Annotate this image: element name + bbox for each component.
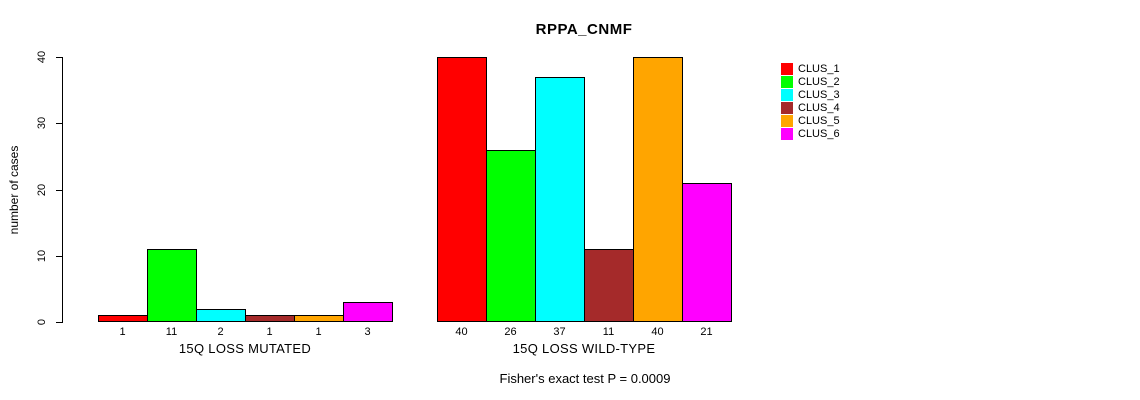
bar-value-label: 1 [315, 326, 322, 338]
bar-clus_6 [682, 183, 732, 322]
legend-swatch-icon [781, 76, 793, 88]
y-tick [56, 190, 62, 191]
bar-value-label: 40 [455, 326, 468, 338]
bar-clus_1 [437, 57, 487, 322]
bar-value-label: 3 [364, 326, 371, 338]
legend-swatch-icon [781, 102, 793, 114]
bar-clus_4 [245, 315, 295, 322]
bar-value-label: 1 [266, 326, 273, 338]
legend-swatch-icon [781, 115, 793, 127]
bar-value-label: 40 [651, 326, 664, 338]
legend-label: CLUS_1 [798, 63, 840, 75]
bar-clus_2 [486, 150, 536, 322]
y-tick [56, 57, 62, 58]
legend-swatch-icon [781, 63, 793, 75]
y-axis-title: number of cases [7, 145, 21, 235]
bar-clus_3 [535, 77, 585, 322]
y-tick [56, 256, 62, 257]
y-tick-label: 20 [36, 183, 48, 197]
bar-clus_2 [147, 249, 197, 322]
legend-item: CLUS_2 [781, 76, 840, 88]
legend-swatch-icon [781, 89, 793, 101]
bar-clus_5 [633, 57, 683, 322]
bar-value-label: 11 [165, 326, 178, 338]
y-tick-label: 0 [36, 318, 48, 326]
chart-title: RPPA_CNMF [535, 21, 633, 38]
legend-item: CLUS_3 [781, 89, 840, 101]
bar-clus_4 [584, 249, 634, 322]
legend-label: CLUS_6 [798, 128, 840, 140]
legend-item: CLUS_6 [781, 128, 840, 140]
y-tick-label: 10 [36, 249, 48, 263]
bar-value-label: 2 [217, 326, 224, 338]
annotation-fisher-test: Fisher's exact test P = 0.0009 [499, 371, 671, 386]
bar-clus_3 [196, 309, 246, 322]
x-axis-group-label-wild-type: 15Q LOSS WILD-TYPE [512, 341, 656, 356]
legend-item: CLUS_5 [781, 115, 840, 127]
bar-value-label: 21 [700, 326, 713, 338]
legend-label: CLUS_3 [798, 89, 840, 101]
legend-label: CLUS_4 [798, 102, 840, 114]
bar-value-label: 26 [504, 326, 517, 338]
legend-swatch-icon [781, 128, 793, 140]
y-tick-label: 40 [36, 50, 48, 64]
y-axis-line [62, 57, 63, 323]
bar-clus_5 [294, 315, 344, 322]
bar-value-label: 11 [602, 326, 615, 338]
bar-value-label: 37 [553, 326, 566, 338]
bar-value-label: 1 [119, 326, 126, 338]
legend-item: CLUS_4 [781, 102, 840, 114]
legend-item: CLUS_1 [781, 63, 840, 75]
y-tick [56, 123, 62, 124]
y-tick [56, 322, 62, 323]
x-axis-group-label-mutated: 15Q LOSS MUTATED [178, 341, 312, 356]
legend-label: CLUS_2 [798, 76, 840, 88]
legend-label: CLUS_5 [798, 115, 840, 127]
bar-clus_6 [343, 302, 393, 322]
bar-clus_1 [98, 315, 148, 322]
legend: CLUS_1 CLUS_2 CLUS_3 CLUS_4 CLUS_5 CLUS_6 [781, 63, 840, 141]
y-tick-label: 30 [36, 116, 48, 130]
